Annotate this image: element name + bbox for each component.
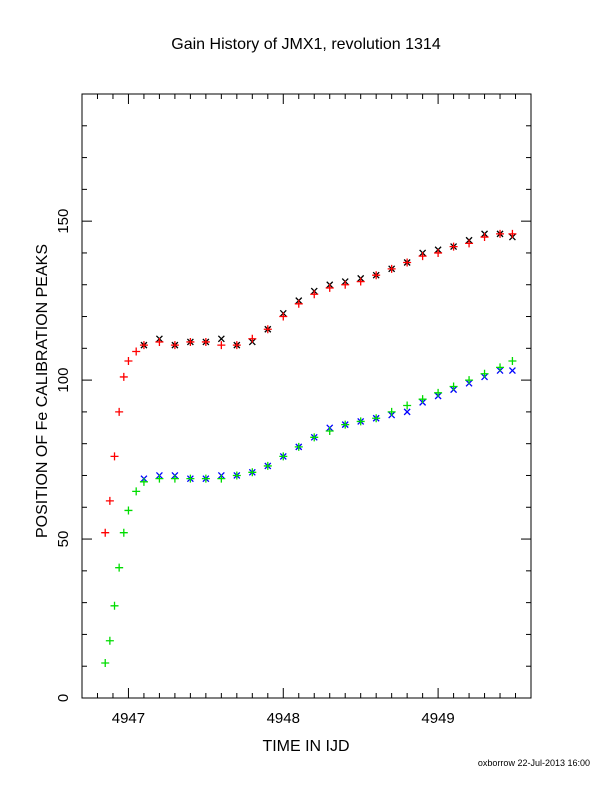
data-point bbox=[372, 414, 381, 423]
data-point bbox=[325, 426, 334, 435]
data-point bbox=[294, 299, 303, 308]
data-point bbox=[508, 367, 516, 375]
data-point bbox=[403, 258, 412, 267]
data-point bbox=[434, 248, 443, 257]
data-point bbox=[110, 452, 119, 461]
data-point bbox=[101, 659, 110, 668]
axis-tick-labels: 4947 4948 4949 0 50 100 150 bbox=[55, 209, 455, 727]
data-point bbox=[132, 347, 141, 356]
data-point bbox=[139, 477, 148, 486]
data-point bbox=[341, 420, 350, 429]
data-point bbox=[496, 363, 505, 372]
data-point bbox=[115, 407, 124, 416]
data-point bbox=[465, 376, 474, 385]
data-point bbox=[279, 452, 288, 461]
data-point bbox=[124, 506, 133, 515]
axis-ticks bbox=[81, 93, 532, 699]
series-2 bbox=[101, 229, 517, 537]
data-point bbox=[294, 442, 303, 451]
data-point bbox=[325, 283, 334, 292]
data-point bbox=[170, 474, 179, 483]
y-tick-label: 150 bbox=[55, 209, 72, 234]
data-point bbox=[124, 357, 133, 366]
x-tick-label: 4949 bbox=[421, 710, 454, 727]
series-1 bbox=[140, 230, 516, 349]
plot-frame bbox=[81, 93, 532, 699]
data-point bbox=[201, 474, 210, 483]
data-point bbox=[508, 357, 517, 366]
data-point bbox=[480, 233, 489, 242]
data-point bbox=[201, 337, 210, 346]
x-tick-label: 4947 bbox=[112, 710, 145, 727]
data-point bbox=[449, 242, 458, 251]
series-3 bbox=[140, 367, 516, 483]
data-point bbox=[155, 474, 164, 483]
data-point bbox=[232, 471, 241, 480]
data-point bbox=[434, 388, 443, 397]
data-point bbox=[403, 401, 412, 410]
data-point bbox=[263, 461, 272, 470]
data-point bbox=[356, 277, 365, 286]
data-point bbox=[465, 239, 474, 248]
data-point bbox=[248, 468, 257, 477]
data-point bbox=[217, 335, 225, 343]
data-point bbox=[310, 290, 319, 299]
data-point bbox=[263, 325, 272, 334]
data-point bbox=[496, 229, 505, 238]
data-point bbox=[387, 264, 396, 273]
x-axis-label: TIME IN IJD bbox=[262, 738, 350, 755]
data-point bbox=[105, 636, 114, 645]
data-point bbox=[310, 433, 319, 442]
series-4 bbox=[101, 357, 517, 668]
data-point bbox=[110, 601, 119, 610]
credit-stamp: oxborrow 22-Jul-2013 16:00 bbox=[477, 758, 590, 768]
data-point bbox=[186, 337, 195, 346]
data-point bbox=[403, 408, 411, 416]
data-point bbox=[119, 528, 128, 537]
data-point bbox=[449, 382, 458, 391]
data-point bbox=[480, 369, 489, 378]
data-point bbox=[217, 474, 226, 483]
data-point bbox=[356, 417, 365, 426]
data-point bbox=[186, 474, 195, 483]
data-point bbox=[139, 341, 148, 350]
data-point bbox=[132, 487, 141, 496]
data-point bbox=[232, 341, 241, 350]
data-marks bbox=[101, 229, 517, 668]
data-point bbox=[170, 341, 179, 350]
data-point bbox=[155, 337, 164, 346]
y-tick-label: 100 bbox=[55, 368, 72, 393]
chart-title: Gain History of JMX1, revolution 1314 bbox=[171, 36, 441, 53]
data-point bbox=[115, 563, 124, 572]
data-point bbox=[105, 496, 114, 505]
y-tick-label: 50 bbox=[55, 531, 72, 548]
data-point bbox=[248, 334, 257, 343]
data-point bbox=[279, 312, 288, 321]
data-point bbox=[217, 341, 226, 350]
data-point bbox=[119, 372, 128, 381]
x-tick-label: 4948 bbox=[267, 710, 300, 727]
data-point bbox=[341, 280, 350, 289]
y-axis-label: POSITION OF Fe CALIBRATION PEAKS bbox=[34, 244, 51, 538]
data-point bbox=[101, 528, 110, 537]
data-point bbox=[418, 395, 427, 404]
data-point bbox=[387, 407, 396, 416]
y-tick-label: 0 bbox=[55, 694, 72, 702]
data-point bbox=[372, 271, 381, 280]
data-point bbox=[418, 252, 427, 261]
data-point bbox=[508, 229, 517, 238]
